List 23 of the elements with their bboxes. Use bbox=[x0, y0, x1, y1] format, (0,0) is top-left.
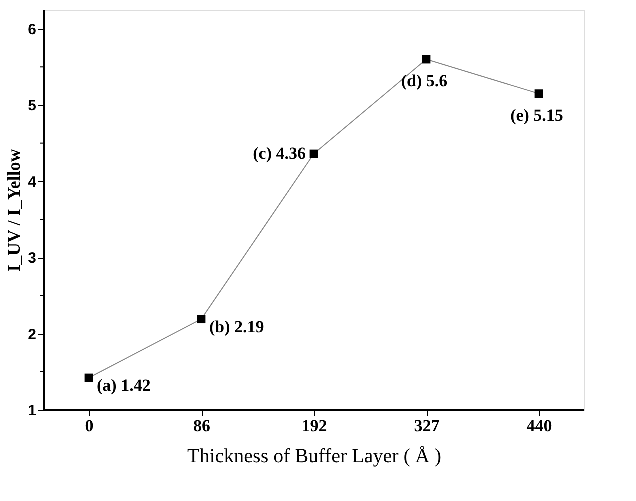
x-tick-label: 327 bbox=[414, 416, 440, 436]
point bbox=[534, 90, 544, 98]
y-tick-label: 2 bbox=[28, 326, 36, 344]
x-tick-label: 0 bbox=[85, 416, 94, 436]
data-label: (e) 5.15 bbox=[510, 106, 564, 125]
y-tick-label: 4 bbox=[28, 174, 38, 191]
point bbox=[310, 150, 318, 158]
data-label: (d) 5.6 bbox=[401, 72, 448, 91]
y-tick-label: 6 bbox=[28, 22, 36, 39]
y-tick-label: 1 bbox=[28, 402, 36, 420]
data-label: (c) 4.36 bbox=[253, 144, 306, 163]
data-label: (b) 2.19 bbox=[210, 317, 264, 336]
point bbox=[422, 55, 431, 64]
y-tick-label: 5 bbox=[28, 98, 36, 115]
y-tick-label: 3 bbox=[28, 250, 36, 268]
point bbox=[84, 374, 94, 382]
y-axis-title: I_UV / I_Yellow bbox=[4, 149, 24, 272]
data-label: (a) 1.42 bbox=[97, 376, 151, 395]
x-tick-label: 86 bbox=[194, 416, 210, 436]
x-tick-label: 192 bbox=[302, 416, 328, 436]
x-tick-label: 440 bbox=[526, 416, 552, 436]
x-axis-title: Thickness of Buffer Layer ( Å ) bbox=[188, 446, 442, 468]
point bbox=[197, 315, 206, 324]
